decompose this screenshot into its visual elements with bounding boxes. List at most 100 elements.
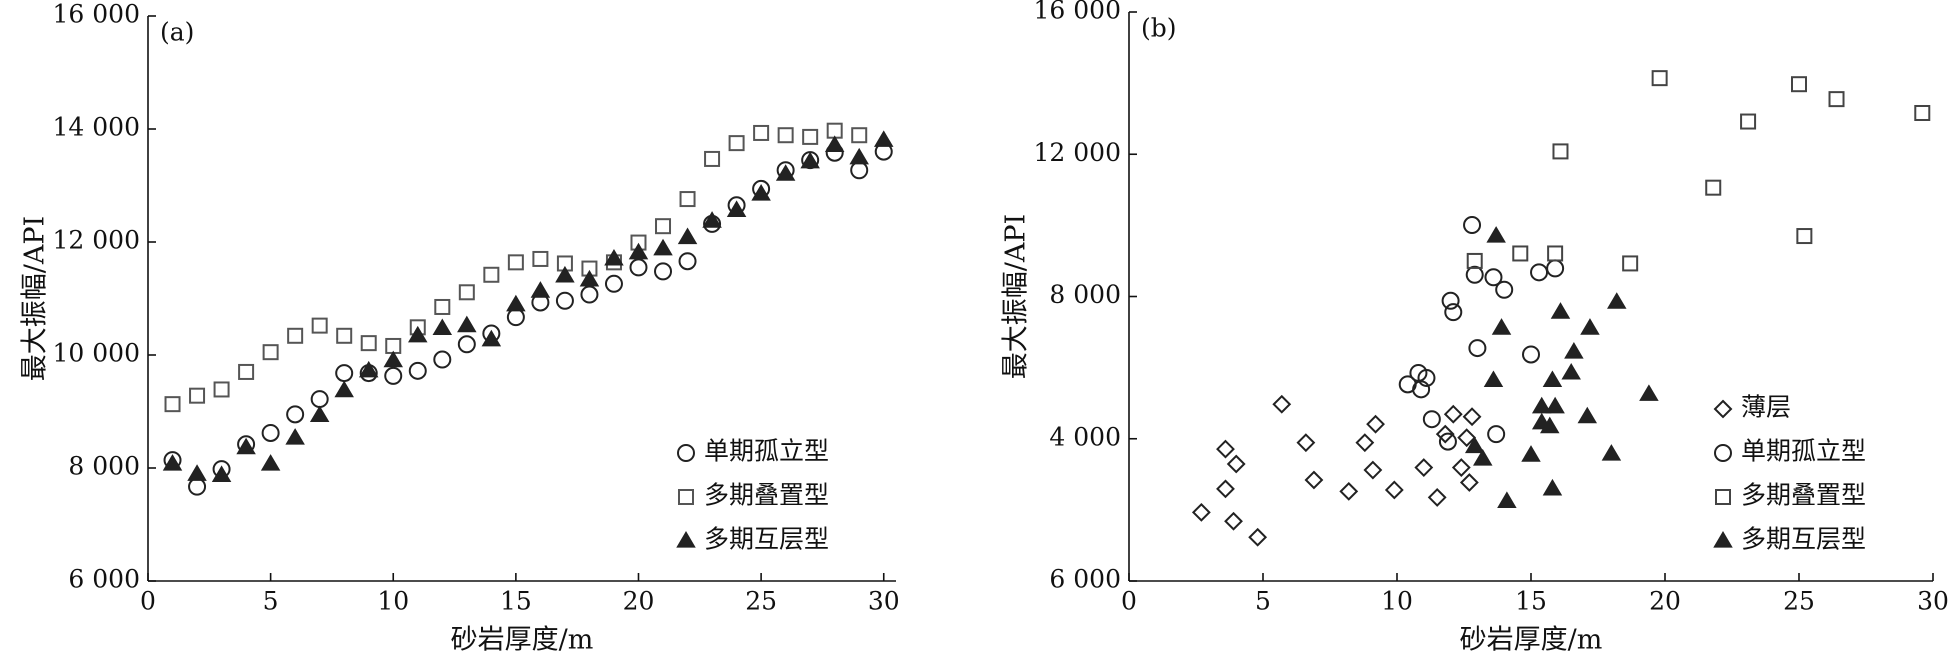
marker [236,437,256,455]
legend-marker [677,444,695,462]
marker [1457,428,1477,448]
marker [1796,228,1813,245]
marker [334,380,354,398]
marker [726,200,747,217]
y-tick-label: 8 000 [68,452,140,481]
marker [1705,179,1722,196]
marker [873,130,894,147]
y-axis-label: 最大振幅/API [1001,214,1032,379]
marker [1339,481,1359,501]
marker [1580,318,1600,335]
marker [1491,318,1512,335]
marker [1451,458,1471,477]
marker [702,211,722,228]
x-axis-label: 砂岩厚度/m [1460,625,1603,656]
marker [287,327,304,344]
marker [1226,454,1246,474]
marker [1422,410,1441,429]
legend-marker [1713,399,1733,419]
legend-label: 多期互层型 [1741,525,1866,554]
legend-label: 单期孤立型 [1741,437,1866,466]
legend-label: 单期孤立型 [704,437,829,466]
marker [335,364,354,383]
marker [1791,76,1807,93]
marker [1497,491,1517,508]
marker [434,298,451,315]
marker [1473,449,1493,466]
marker [1651,70,1668,87]
y-tick-label: 12 000 [53,226,140,255]
x-tick-label: 0 [140,587,156,616]
marker [728,135,745,152]
marker [1417,368,1436,387]
marker [1435,424,1455,444]
marker [679,191,696,208]
marker [384,366,403,385]
marker [189,387,206,404]
marker [188,477,207,496]
y-tick-label: 8 000 [1049,280,1121,309]
marker [1398,375,1417,394]
marker [1607,292,1627,309]
y-tick-label: 6 000 [1049,565,1121,594]
marker [1561,362,1581,380]
marker [1547,245,1564,262]
marker [162,454,183,471]
marker [629,258,648,277]
marker [1414,458,1434,477]
marker [1363,460,1383,480]
legend-label: 多期叠置型 [704,481,829,510]
x-tick-label: 10 [377,587,409,616]
marker [532,250,549,267]
marker [458,284,475,301]
marker [1545,396,1565,414]
marker [1464,436,1485,454]
marker [1622,255,1639,272]
marker [1601,444,1622,461]
legend-marker [676,531,696,548]
x-tick-label: 5 [263,587,279,616]
y-tick-label: 14 000 [53,113,140,142]
marker [506,308,525,327]
marker [1468,339,1487,358]
y-tick-label: 4 000 [1049,422,1121,451]
marker [262,344,279,361]
marker [1577,406,1598,424]
marker [777,127,794,144]
marker [1427,488,1447,507]
marker [1296,433,1316,453]
panel-label: (a) [160,18,194,47]
marker [653,238,673,256]
marker [506,294,526,312]
marker [383,350,403,368]
marker [775,164,796,181]
marker [1444,303,1463,322]
panel-label: (b) [1141,14,1177,43]
marker [655,218,672,235]
marker [555,291,574,310]
marker [677,227,698,245]
y-tick-label: 16 000 [53,0,140,29]
marker [555,265,575,283]
legend-marker [1713,531,1733,548]
legend-marker [1714,444,1732,462]
y-axis-label: 最大振幅/API [20,216,51,381]
marker [1441,291,1460,310]
marker [481,329,502,347]
marker [336,327,353,344]
x-tick-label: 5 [1255,587,1271,616]
marker [408,361,427,380]
marker [311,317,328,334]
marker [1248,527,1268,547]
marker [849,147,869,165]
marker [1462,407,1482,427]
marker [1542,478,1563,496]
marker [654,262,673,281]
marker [753,124,770,141]
marker [851,127,868,144]
marker [1304,470,1324,490]
x-tick-label: 25 [1783,587,1815,616]
marker [1484,268,1503,287]
